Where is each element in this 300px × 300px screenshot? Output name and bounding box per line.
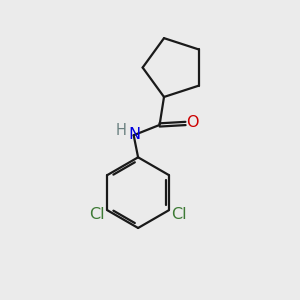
Text: Cl: Cl	[171, 207, 187, 222]
Text: Cl: Cl	[89, 207, 105, 222]
Text: H: H	[116, 123, 127, 138]
Text: N: N	[128, 127, 140, 142]
Text: O: O	[187, 116, 199, 130]
